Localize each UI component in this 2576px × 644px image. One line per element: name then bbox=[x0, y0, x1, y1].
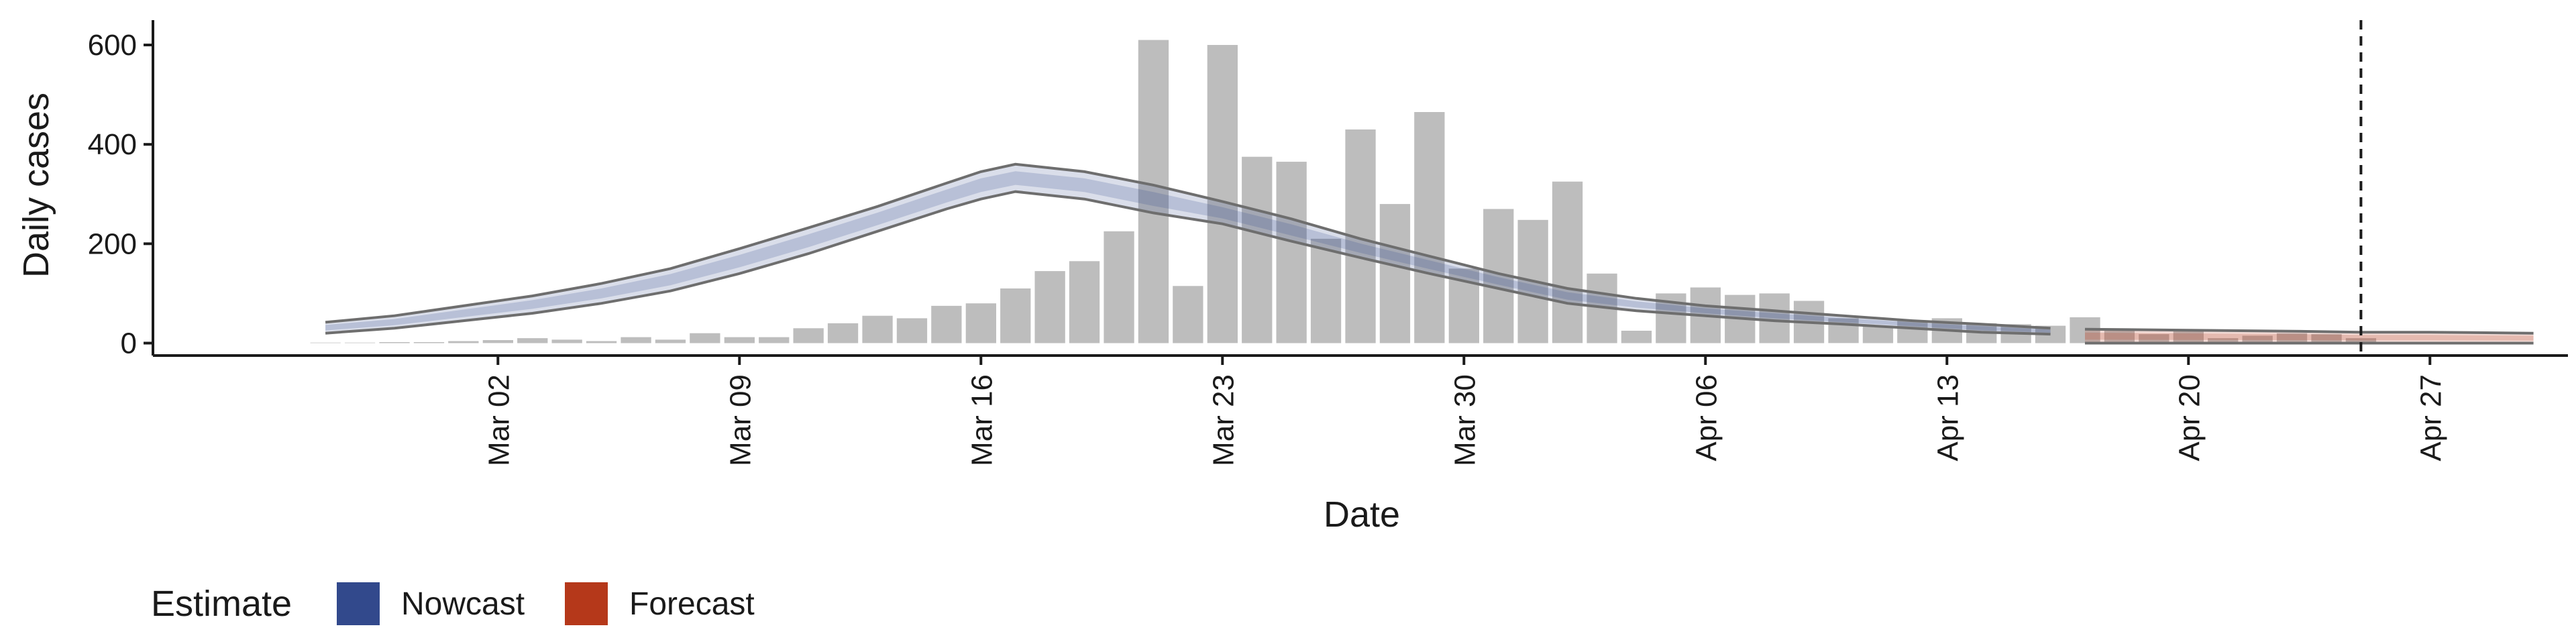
bar bbox=[896, 318, 928, 343]
bar bbox=[2242, 335, 2273, 343]
bar bbox=[551, 339, 582, 343]
bar bbox=[2345, 338, 2377, 343]
bar bbox=[690, 333, 720, 343]
y-tick-label: 200 bbox=[88, 227, 137, 260]
x-ticks: Mar 02 Mar 09 Mar 16 Mar 23 Mar 30 Apr 06 Apr … bbox=[482, 356, 2447, 466]
x-tick-label: Mar 23 bbox=[1207, 374, 1240, 466]
legend-label-forecast: Forecast bbox=[629, 586, 755, 622]
y-ticks: 0 200 400 600 bbox=[88, 29, 153, 360]
bar bbox=[2104, 329, 2135, 343]
bar bbox=[1862, 325, 1894, 343]
bar bbox=[965, 303, 996, 343]
y-axis-title: Daily cases bbox=[16, 93, 56, 278]
band-nowcast bbox=[325, 164, 2051, 335]
x-tick-label: Apr 13 bbox=[1931, 374, 1964, 462]
bar bbox=[2173, 331, 2204, 343]
legend-title: Estimate bbox=[151, 584, 292, 624]
x-axis-title: Date bbox=[1324, 494, 1400, 535]
upper-line-nowcast bbox=[325, 162, 2051, 330]
y-tick-label: 0 bbox=[121, 327, 137, 360]
bar bbox=[448, 341, 479, 343]
bar bbox=[586, 341, 617, 343]
y-tick-label: 400 bbox=[88, 128, 137, 161]
bar bbox=[1759, 293, 1790, 343]
x-tick-label: Mar 30 bbox=[1448, 374, 1481, 466]
x-tick-label: Apr 20 bbox=[2173, 374, 2206, 462]
bar bbox=[1552, 181, 1583, 343]
bar bbox=[759, 337, 790, 343]
bands-layer bbox=[325, 162, 2534, 345]
bar bbox=[1276, 162, 1307, 343]
x-tick-label: Apr 27 bbox=[2414, 374, 2447, 462]
bar bbox=[1138, 40, 1169, 343]
legend-swatch-nowcast bbox=[337, 582, 380, 625]
bar bbox=[1069, 261, 1100, 343]
bar bbox=[621, 337, 651, 343]
bar bbox=[931, 305, 962, 343]
x-tick-label: Apr 06 bbox=[1690, 374, 1723, 462]
bar bbox=[1000, 288, 1031, 343]
bar bbox=[793, 328, 824, 343]
legend-swatch-forecast bbox=[565, 582, 608, 625]
upper-line-forecast bbox=[2084, 327, 2534, 335]
bar bbox=[1621, 331, 1652, 343]
bar bbox=[2208, 338, 2239, 343]
bar bbox=[1242, 156, 1273, 343]
lower-line-nowcast bbox=[325, 190, 2051, 336]
y-tick-label: 600 bbox=[88, 29, 137, 62]
bar bbox=[413, 342, 445, 343]
bar bbox=[1310, 238, 1342, 343]
bar bbox=[827, 323, 859, 343]
x-tick-label: Mar 09 bbox=[724, 374, 757, 466]
x-tick-label: Mar 16 bbox=[965, 374, 998, 466]
bar bbox=[1034, 271, 1065, 343]
bar bbox=[1173, 286, 1203, 343]
bar bbox=[2311, 334, 2342, 343]
bar bbox=[862, 315, 893, 343]
bar bbox=[1104, 231, 1134, 343]
bar bbox=[1207, 45, 1238, 343]
bar bbox=[482, 340, 513, 343]
bar bbox=[655, 339, 686, 343]
legend-label-nowcast: Nowcast bbox=[401, 586, 525, 622]
bars-layer bbox=[310, 40, 2377, 343]
x-tick-label: Mar 02 bbox=[482, 374, 515, 466]
bar bbox=[1379, 204, 1411, 343]
bar bbox=[2276, 333, 2308, 343]
legend: Estimate Nowcast Forecast bbox=[151, 582, 755, 625]
band-inner-forecast bbox=[2085, 332, 2534, 341]
band-inner-nowcast bbox=[325, 171, 2051, 333]
bar bbox=[724, 337, 755, 343]
bar bbox=[2139, 334, 2169, 343]
bar bbox=[517, 338, 548, 343]
bar bbox=[1414, 112, 1445, 343]
bar bbox=[379, 342, 410, 343]
bar bbox=[1897, 321, 1928, 343]
